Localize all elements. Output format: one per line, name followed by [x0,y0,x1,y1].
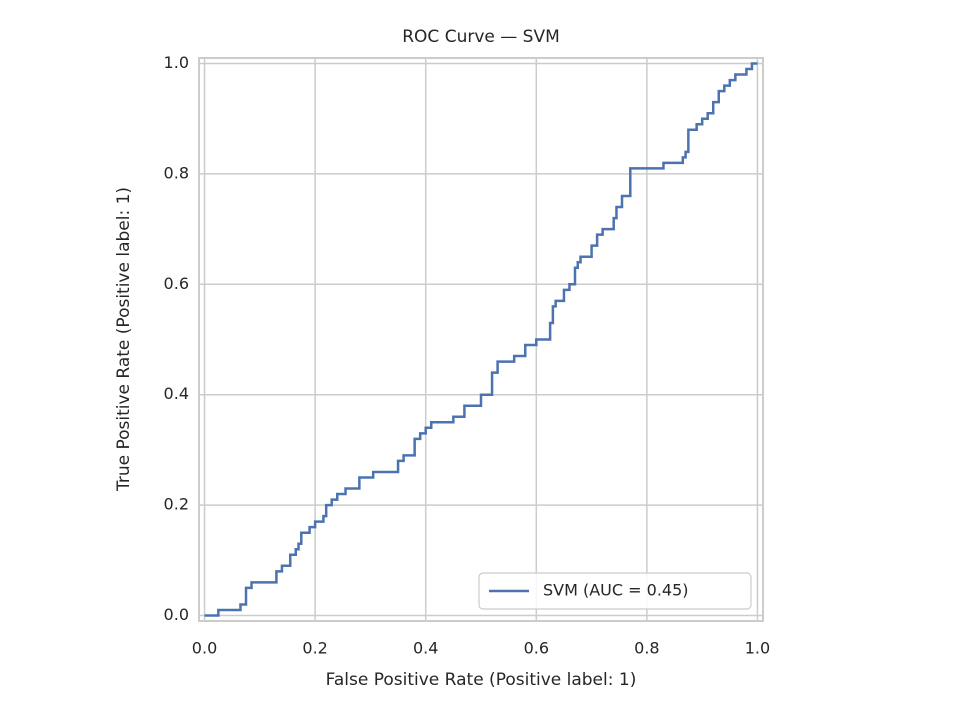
y-tick-label: 0.2 [164,495,189,514]
x-axis-label: False Positive Rate (Positive label: 1) [326,670,637,690]
y-tick-label: 0.4 [164,384,189,403]
plot-frame [198,57,764,622]
y-tick-label: 0.0 [164,605,189,624]
x-tick-label: 0.6 [524,639,549,658]
x-tick-label: 0.4 [413,639,438,658]
x-tick-label: 1.0 [745,639,770,658]
legend: SVM (AUC = 0.45) [478,572,752,610]
legend-box [478,572,752,610]
y-tick-label: 0.8 [164,163,189,182]
x-tick-label: 0.0 [192,639,217,658]
y-tick-label: 1.0 [164,53,189,72]
legend-label: SVM (AUC = 0.45) [543,581,689,600]
x-tick-label: 0.8 [634,639,659,658]
chart-title: ROC Curve — SVM [402,27,560,47]
y-axis-label: True Positive Rate (Positive label: 1) [114,187,134,492]
x-tick-label: 0.2 [302,639,327,658]
y-tick-label: 0.6 [164,274,189,293]
roc-line [204,62,758,617]
